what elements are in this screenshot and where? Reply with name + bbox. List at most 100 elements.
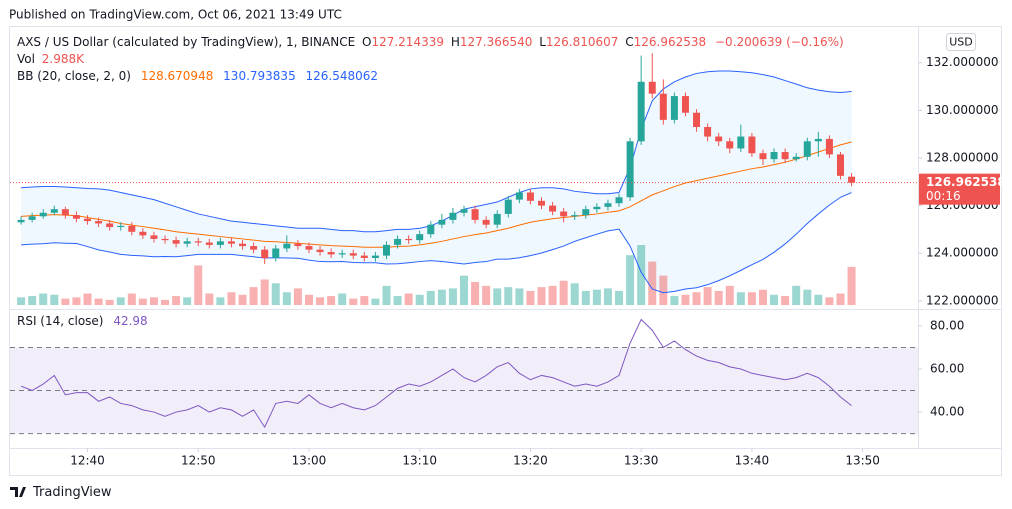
candle-body	[117, 225, 125, 228]
volume-bar	[293, 288, 302, 305]
candle-body	[28, 216, 36, 220]
ohlc-value: 126.962538	[634, 35, 707, 49]
price-tag-value: 126.962538	[926, 175, 1006, 189]
x-tick-label: 13:30	[624, 454, 659, 468]
x-tick-label: 12:40	[70, 454, 105, 468]
currency-button[interactable]	[946, 33, 976, 51]
rsi-value: 42.98	[113, 314, 147, 328]
candle-body	[659, 93, 667, 120]
brand-logo: TradingView	[10, 485, 112, 500]
volume-bar	[249, 287, 258, 305]
chart-frame	[9, 26, 1002, 476]
candle-body	[704, 127, 712, 137]
published-note: Published on TradingView.com, Oct 06, 20…	[9, 8, 342, 22]
volume-bar	[415, 294, 424, 305]
volume-bar	[116, 297, 125, 305]
volume-value: 2.988K	[42, 52, 85, 66]
volume-bar	[537, 287, 546, 305]
candle-body	[316, 249, 324, 253]
candle-body	[194, 241, 202, 243]
volume-bar	[382, 285, 391, 305]
candle-body	[17, 219, 25, 223]
candle-body	[759, 153, 767, 160]
volume-bar	[615, 290, 624, 305]
symbol: AXS / US Dollar (calculated by TradingVi…	[17, 35, 355, 49]
volume-bar	[836, 293, 845, 305]
volume-bar	[437, 289, 446, 305]
change: −0.200639 (−0.16%)	[715, 35, 844, 49]
volume-name: Vol	[17, 52, 35, 66]
volume-bar	[659, 275, 668, 305]
candle-body	[394, 238, 402, 245]
x-tick-label: 12:50	[181, 454, 216, 468]
volume-bar	[493, 288, 502, 305]
candle-body	[582, 209, 590, 216]
volume-bar	[825, 297, 834, 305]
volume-bar	[260, 279, 269, 305]
candle-body	[526, 192, 534, 201]
volume-bar	[803, 289, 812, 305]
candle-body	[183, 241, 191, 244]
volume-bar	[393, 296, 402, 305]
candle-body	[560, 211, 568, 217]
volume-bar	[205, 293, 214, 305]
candle-body	[681, 96, 689, 113]
candle-body	[239, 243, 247, 247]
volume-bar	[448, 288, 457, 305]
candle-body	[593, 206, 601, 210]
legend-bb: BB (20, close, 2, 0) 128.670948 130.7938…	[17, 69, 378, 83]
volume-bar	[515, 288, 524, 305]
volume-bar	[271, 283, 280, 305]
volume-bar	[183, 297, 192, 305]
candle-body	[504, 199, 512, 214]
volume-bar	[692, 292, 701, 305]
y-tick-label: 132.000000	[926, 55, 999, 69]
rsi-y-tick-label: 40.00	[930, 405, 964, 419]
volume-bar	[670, 296, 679, 305]
candle-body	[382, 244, 390, 256]
volume-bar	[603, 288, 612, 305]
y-tick-label: 128.000000	[926, 150, 999, 164]
candle-body	[349, 253, 357, 256]
y-tick-label: 122.000000	[926, 293, 999, 307]
volume-bar	[526, 290, 535, 305]
ohlc-prefix: L	[539, 35, 546, 49]
candle-body	[549, 205, 557, 212]
candle-body	[205, 242, 213, 245]
candle-body	[748, 136, 756, 154]
candle-body	[427, 224, 435, 235]
volume-bar	[194, 265, 203, 305]
candle-body	[848, 176, 856, 183]
bb-lower-line	[21, 192, 852, 294]
candle-body	[438, 219, 446, 225]
candle-body	[637, 81, 645, 142]
volume-bar	[714, 290, 723, 305]
candle-body	[493, 213, 501, 225]
candle-body	[106, 223, 114, 228]
candle-body	[405, 238, 413, 241]
candle-body	[814, 138, 822, 142]
x-tick-label: 13:10	[402, 454, 437, 468]
candle-body	[615, 197, 623, 204]
volume-bar	[39, 293, 48, 305]
candle-body	[460, 209, 468, 213]
candle-body	[825, 138, 833, 155]
volume-bar	[471, 282, 480, 305]
volume-bar	[304, 294, 313, 305]
candle-body	[471, 209, 479, 220]
ohlc-prefix: H	[451, 35, 460, 49]
candle-body	[781, 152, 789, 160]
candle-body	[283, 243, 291, 249]
candle-body	[150, 235, 158, 239]
volume-bar	[17, 297, 26, 305]
volume-bar	[770, 294, 779, 305]
y-tick-label: 124.000000	[926, 246, 999, 260]
volume-bar	[758, 289, 767, 305]
currency-label[interactable]: USD	[949, 36, 973, 49]
logo-icon	[10, 487, 26, 497]
volume-bar	[703, 287, 712, 305]
ohlc-prefix: O	[362, 35, 371, 49]
candle-body	[172, 240, 180, 244]
